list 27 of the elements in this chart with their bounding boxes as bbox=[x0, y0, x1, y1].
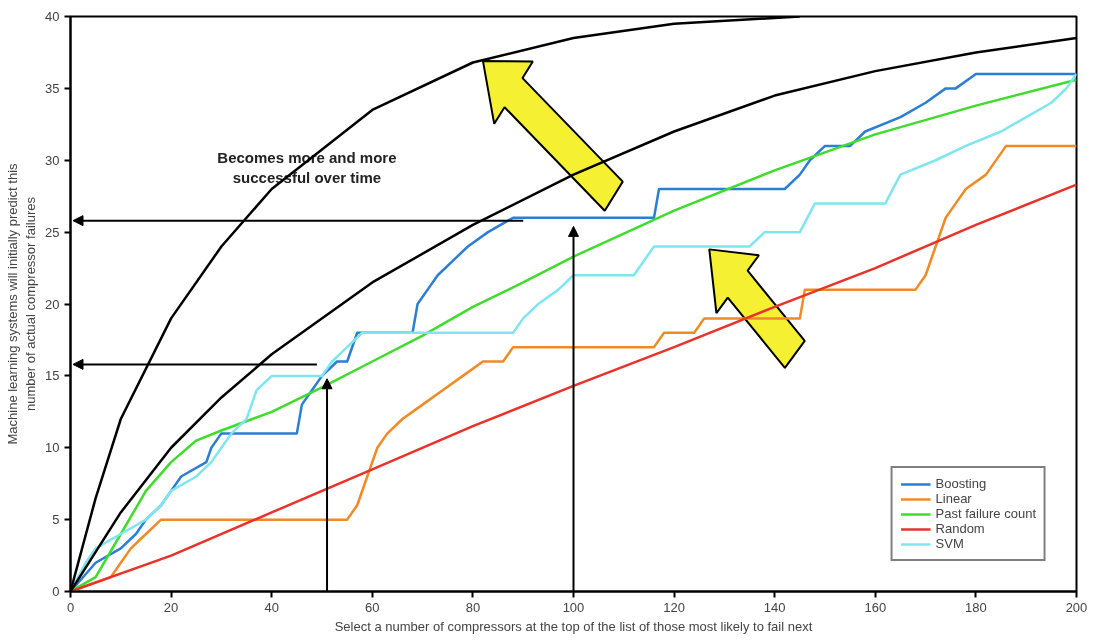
y-tick-label: 30 bbox=[45, 152, 60, 168]
x-tick-label: 100 bbox=[562, 599, 585, 615]
y-tick-label: 40 bbox=[45, 9, 60, 24]
y-tick-label: 10 bbox=[45, 440, 60, 456]
y-tick-label: 0 bbox=[52, 584, 60, 599]
legend-label: Linear bbox=[935, 491, 972, 506]
x-tick-label: 200 bbox=[1065, 599, 1088, 615]
x-tick-label: 20 bbox=[163, 599, 179, 615]
y-tick-label: 5 bbox=[52, 512, 60, 528]
y-tick-label: 25 bbox=[45, 224, 60, 240]
y-tick-label: 35 bbox=[45, 80, 60, 96]
legend-label: Past failure count bbox=[935, 506, 1036, 521]
x-tick-label: 120 bbox=[663, 599, 685, 615]
x-tick-label: 40 bbox=[264, 599, 279, 615]
y-tick-label: 20 bbox=[45, 296, 60, 312]
legend-label: SVM bbox=[935, 536, 964, 551]
x-tick-label: 60 bbox=[365, 599, 380, 615]
x-axis-title: Select a number of compressors at the top of the list of those most likely to fail next bbox=[334, 618, 813, 634]
x-tick-label: 160 bbox=[864, 599, 887, 615]
x-tick-label: 80 bbox=[465, 599, 481, 615]
legend-label: Random bbox=[935, 521, 985, 536]
legend-label: Boosting bbox=[935, 476, 987, 491]
x-tick-label: 140 bbox=[763, 599, 786, 615]
x-tick-label: 180 bbox=[965, 599, 987, 615]
y-axis-title: Machine learning systems will initially predict this number of actual compressor failures bbox=[5, 162, 39, 445]
y-tick-label: 15 bbox=[45, 368, 60, 384]
x-tick-label: 0 bbox=[66, 599, 75, 615]
